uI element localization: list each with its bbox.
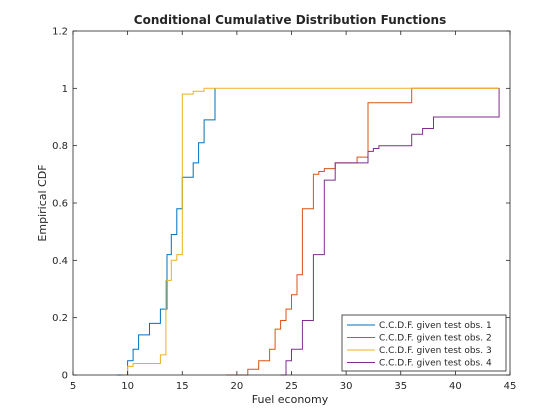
x-tick-label: 20 xyxy=(231,381,244,392)
x-tick-label: 25 xyxy=(285,381,298,392)
legend-box xyxy=(341,314,507,372)
x-tick-label: 15 xyxy=(176,381,189,392)
y-tick-label: 0 xyxy=(62,371,68,382)
legend-entry-2: C.C.D.F. given test obs. 2 xyxy=(379,334,492,344)
legend-entry-3: C.C.D.F. given test obs. 3 xyxy=(379,346,492,356)
x-tick-label: 30 xyxy=(340,381,353,392)
series-line-2 xyxy=(225,87,500,376)
y-axis-label: Empirical CDF xyxy=(36,164,49,241)
y-tick-label: 0.6 xyxy=(52,199,68,210)
series-line-3 xyxy=(122,87,500,376)
y-tick-label: 1.2 xyxy=(52,27,68,38)
chart-title: Conditional Cumulative Distribution Func… xyxy=(134,13,446,27)
series-group xyxy=(116,87,500,376)
y-tick-label: 1 xyxy=(62,84,68,95)
legend: C.C.D.F. given test obs. 1 C.C.D.F. given… xyxy=(341,314,507,372)
y-tick-label: 0.8 xyxy=(52,141,68,152)
x-tick-label: 45 xyxy=(504,381,517,392)
ticks-group: 5 10 15 20 25 30 35 40 45 0 0.2 0.4 0.6 0.8 1 1.2 xyxy=(52,27,516,393)
legend-entry-4: C.C.D.F. given test obs. 4 xyxy=(379,359,492,369)
y-tick-label: 0.4 xyxy=(52,256,68,267)
x-tick-label: 5 xyxy=(70,381,76,392)
x-tick-label: 35 xyxy=(394,381,407,392)
series-line-4 xyxy=(280,88,500,376)
legend-entry-1: C.C.D.F. given test obs. 1 xyxy=(379,321,492,331)
y-tick-label: 0.2 xyxy=(52,313,68,324)
x-axis-label: Fuel economy xyxy=(252,393,329,406)
x-tick-label: 40 xyxy=(449,381,462,392)
x-tick-label: 10 xyxy=(121,381,134,392)
series-line-1 xyxy=(116,88,216,376)
